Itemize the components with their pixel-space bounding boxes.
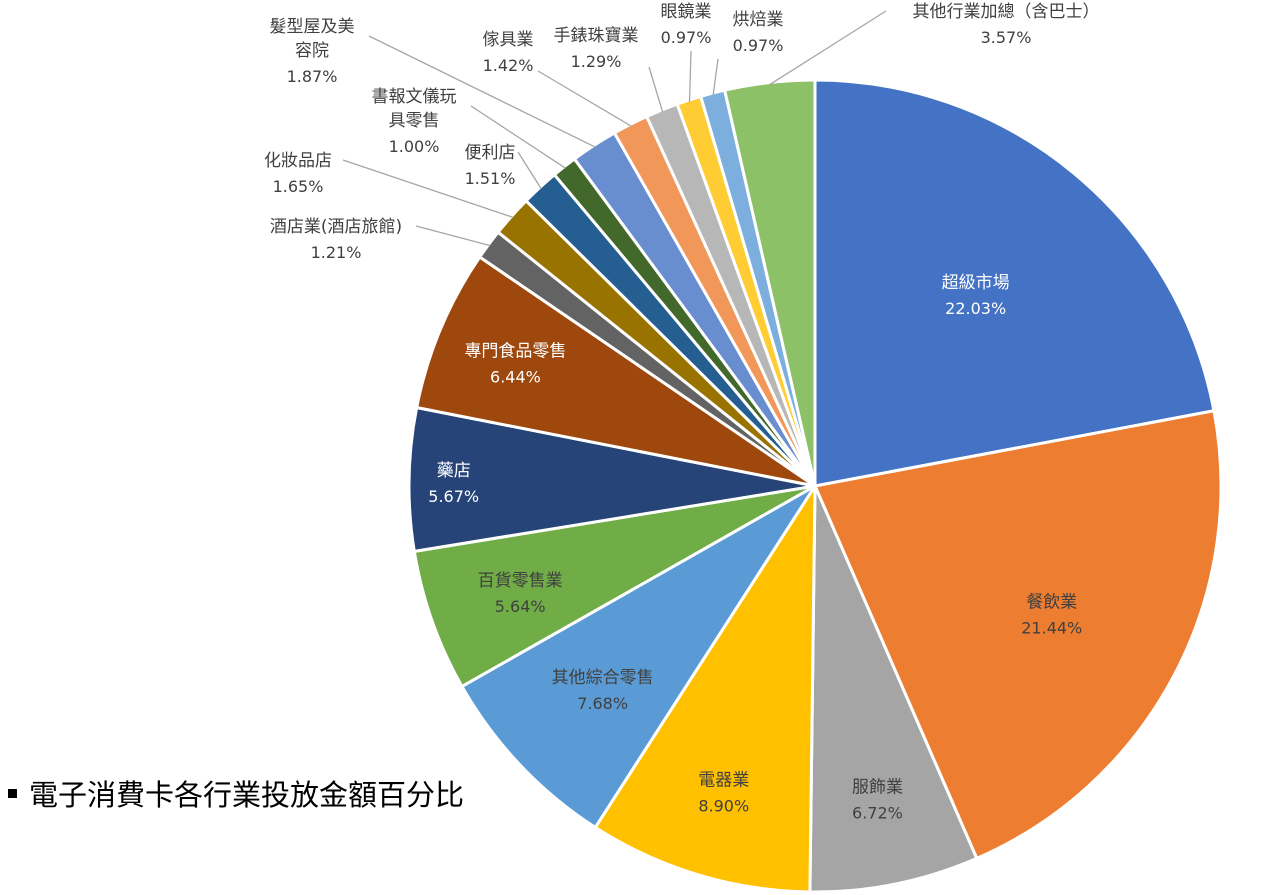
pie-slice (407, 405, 816, 554)
slice-percent-label: 1.21% (311, 243, 362, 262)
slice-percent-label: 1.65% (273, 177, 324, 196)
slice-name-label: 手錶珠寶業 (554, 25, 639, 46)
slice-name-label: 服飾業 (852, 777, 903, 797)
slice-percent-label: 3.57% (981, 28, 1032, 47)
slice-name-label: 書報文儀玩 (372, 87, 457, 107)
chart-caption: 電子消費卡各行業投放金額百分比 (8, 772, 464, 814)
slice-percent-label: 0.97% (733, 36, 784, 55)
leader-line (415, 225, 491, 247)
leader-line (368, 35, 596, 148)
slice-percent-label: 6.72% (852, 803, 903, 822)
slice-name-label: 傢具業 (483, 30, 534, 50)
pie-slice (459, 484, 817, 830)
leader-line (712, 58, 719, 96)
slice-name-label: 其他綜合零售 (552, 668, 654, 688)
slice-percent-label: 1.00% (389, 137, 440, 156)
pie-slices (407, 78, 1223, 894)
slice-percent-label: 6.44% (490, 367, 541, 386)
slice-percent-label: 5.67% (428, 487, 479, 506)
slice-name-label: 專門食品零售 (464, 341, 566, 361)
slice-percent-label: 1.42% (483, 56, 534, 75)
leader-line (688, 50, 692, 102)
pie-slice (812, 409, 1223, 861)
leader-lines (342, 10, 887, 247)
slice-percent-label: 5.64% (495, 597, 546, 616)
leader-line (537, 70, 632, 127)
pie-slice (813, 78, 1216, 488)
leader-line (769, 10, 887, 86)
slice-name-label: 藥店 (437, 461, 471, 481)
pie-slice (414, 254, 816, 488)
slice-percent-label: 1.29% (571, 52, 622, 71)
leader-line (648, 66, 664, 113)
slice-percent-label: 1.87% (287, 67, 338, 86)
slice-name-label: 化妝品店 (264, 151, 332, 171)
leader-line (342, 159, 514, 219)
slice-percent-label: 0.97% (661, 28, 712, 47)
slice-name-label: 餐飲業 (1026, 592, 1077, 612)
slice-name-label: 容院 (295, 41, 329, 61)
slice-percent-label: 1.51% (465, 169, 516, 188)
slice-percent-label: 8.90% (698, 796, 749, 815)
slice-percent-label: 21.44% (1021, 618, 1082, 637)
slice-name-label: 電器業 (698, 770, 749, 790)
slice-name-label: 烘焙業 (733, 10, 784, 30)
pie-slice (593, 480, 817, 894)
caption-text: 電子消費卡各行業投放金額百分比 (29, 778, 465, 812)
bullet-icon (8, 788, 17, 798)
slice-name-label: 酒店業(酒店旅館) (270, 217, 402, 237)
slice-percent-label: 22.03% (945, 299, 1006, 318)
leader-line (470, 105, 566, 169)
slice-percent-label: 7.68% (577, 694, 628, 713)
leader-line (517, 151, 542, 190)
slice-name-label: 百貨零售業 (478, 571, 563, 591)
slice-name-label: 其他行業加總（含巴士） (913, 2, 1100, 22)
slice-name-label: 具零售 (389, 111, 440, 131)
pie-slice (722, 78, 817, 487)
pie-slice (808, 485, 979, 894)
slice-name-label: 超級市場 (942, 273, 1010, 293)
slice-labels: 超級市場 22.03% 餐飲業 21.44% 服飾業 6.72% 電器業 8.90% 其他綜合零… (264, 2, 1100, 822)
slice-name-label: 便利店 (465, 143, 516, 163)
slice-name-label: 髮型屋及美 (270, 17, 355, 37)
slice-name-label: 眼鏡業 (661, 2, 712, 22)
